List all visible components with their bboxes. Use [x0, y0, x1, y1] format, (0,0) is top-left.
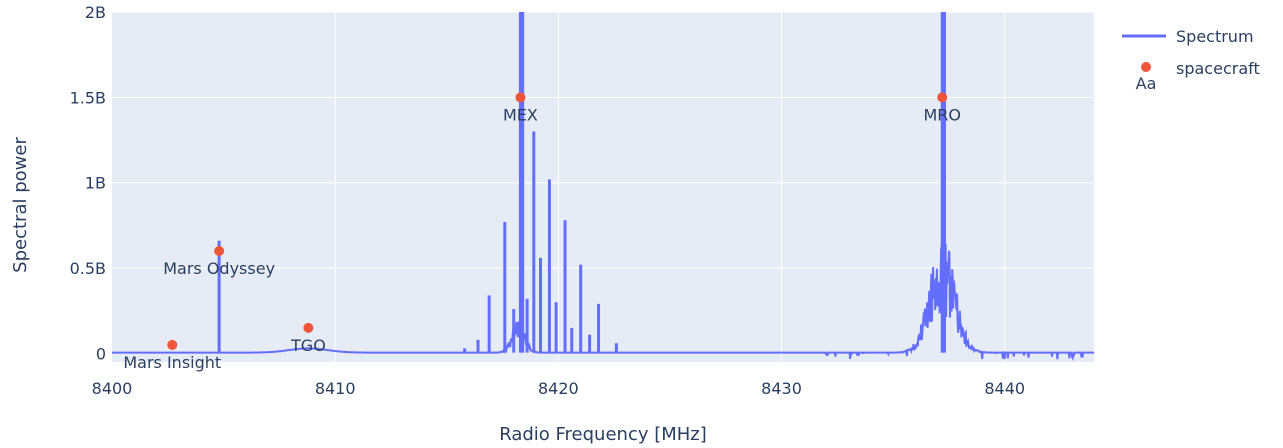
legend[interactable]: Spectrum Aa spacecraft	[1122, 27, 1260, 93]
legend-spacecraft-symbol[interactable]: Aa	[1136, 74, 1157, 93]
y-tick-label: 2B	[85, 3, 106, 22]
y-axis-title: Spectral power	[10, 137, 31, 273]
spacecraft-marker[interactable]	[937, 92, 948, 103]
legend-spacecraft-swatch[interactable]	[1141, 62, 1151, 72]
y-tick-label: 0.5B	[70, 259, 106, 278]
y-tick-label: 1B	[85, 174, 106, 193]
spacecraft-label: MRO	[923, 105, 961, 124]
x-axis-title: Radio Frequency [MHz]	[499, 424, 707, 445]
x-tick-label: 8410	[315, 379, 356, 398]
spacecraft-label: MEX	[503, 105, 538, 124]
y-tick-label: 1.5B	[70, 88, 106, 107]
spacecraft-label: Mars Odyssey	[163, 259, 275, 278]
spacecraft-marker[interactable]	[167, 339, 178, 350]
x-tick-label: 8420	[538, 379, 579, 398]
spacecraft-series: Mars Insight Mars Odyssey TGO MEX MRO	[123, 92, 961, 372]
grid-lines	[112, 11, 1094, 362]
legend-spacecraft-label[interactable]: spacecraft	[1176, 59, 1260, 78]
spectrum-series	[112, 12, 1094, 362]
spacecraft-label: Mars Insight	[123, 353, 221, 372]
y-tick-label: 0	[96, 344, 106, 363]
y-axis-ticks: 0 0.5B 1B 1.5B 2B	[70, 3, 106, 363]
spacecraft-marker[interactable]	[303, 322, 314, 333]
x-tick-label: 8440	[984, 379, 1025, 398]
x-tick-label: 8430	[761, 379, 802, 398]
x-tick-label: 8400	[92, 379, 133, 398]
spacecraft-label: TGO	[290, 336, 326, 355]
x-axis-ticks: 8400 8410 8420 8430 8440	[92, 379, 1025, 398]
legend-spectrum-label[interactable]: Spectrum	[1176, 27, 1254, 46]
spacecraft-marker[interactable]	[515, 92, 526, 103]
spacecraft-marker[interactable]	[214, 246, 225, 257]
spectrum-line	[112, 241, 1094, 362]
